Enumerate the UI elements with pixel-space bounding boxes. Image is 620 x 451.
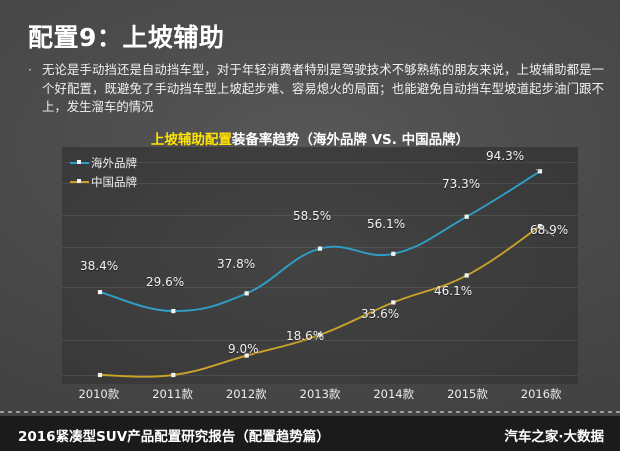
data-label-8: 18.6% [286, 329, 325, 343]
data-point-1-2[interactable] [244, 353, 249, 358]
data-point-0-5[interactable] [464, 214, 469, 219]
data-point-1-5[interactable] [464, 273, 469, 278]
chart-title-highlight: 上坡辅助配置 [150, 132, 232, 148]
bullet-row: · 无论是手动挡还是自动挡车型，对于年轻消费者特别是驾驶技术不够熟练的朋友来说，… [26, 61, 604, 117]
data-point-0-2[interactable] [244, 291, 249, 296]
footer-divider [0, 411, 620, 413]
data-label-2: 37.8% [217, 257, 256, 271]
data-point-0-1[interactable] [171, 308, 176, 314]
data-label-10: 46.1% [434, 284, 473, 298]
gridline-2 [62, 215, 578, 216]
footer-bar: 2016紧凑型SUV产品配置研究报告（配置趋势篇） 汽车之家·大数据 [0, 416, 620, 451]
data-point-1-0[interactable] [97, 372, 103, 378]
legend-label-overseas: 海外品牌 [91, 155, 137, 170]
x-tick-6: 2016款 [520, 387, 562, 401]
data-label-9: 33.6% [361, 307, 400, 321]
footer-report-title: 2016紧凑型SUV产品配置研究报告（配置趋势篇） [18, 429, 330, 445]
legend-label-china: 中国品牌 [91, 174, 137, 189]
x-tick-0: 2010款 [78, 387, 120, 401]
x-tick-2: 2012款 [225, 387, 267, 401]
chart-title: 上坡辅助配置装备率趋势（海外品牌 VS. 中国品牌） [0, 128, 620, 148]
data-label-6: 94.3% [486, 149, 525, 163]
x-tick-4: 2014款 [373, 387, 415, 401]
data-label-7: 9.0% [228, 342, 259, 356]
data-point-0-0[interactable] [97, 289, 103, 295]
data-label-5: 73.3% [442, 177, 481, 191]
footer-brand: 汽车之家·大数据 [504, 429, 604, 445]
x-tick-3: 2013款 [299, 387, 341, 401]
data-point-1-1[interactable] [171, 372, 176, 378]
gridline-1 [62, 183, 578, 184]
data-label-11: 68.9% [530, 223, 569, 237]
legend-swatch-china-icon [70, 177, 89, 186]
page-title: 配置9：上坡辅助 [28, 23, 225, 52]
chart-series-svg [97, 168, 555, 378]
data-point-1-3[interactable] [317, 332, 323, 337]
x-tick-5: 2015款 [447, 387, 488, 401]
data-point-1-4[interactable] [391, 300, 396, 305]
data-label-0: 38.4% [80, 259, 119, 273]
gridline-4 [62, 287, 578, 288]
data-point-0-3[interactable] [317, 246, 323, 251]
series-line-0 [99, 170, 541, 313]
leader-line-china-2016 [539, 225, 555, 237]
legend-item-overseas[interactable]: 海外品牌 [70, 153, 137, 172]
gridline-6 [62, 375, 578, 376]
legend-swatch-overseas-icon [70, 158, 89, 167]
data-point-0-4[interactable] [391, 251, 396, 256]
bullet-description: 无论是手动挡还是自动挡车型，对于年轻消费者特别是驾驶技术不够熟练的朋友来说，上坡… [42, 62, 604, 114]
data-label-1: 29.6% [146, 275, 185, 289]
data-label-3: 58.5% [293, 209, 332, 223]
chart-plot-area: 海外品牌 中国品牌 38.4% 29.6% 37.8% 58.5% 56.1% 73.3%… [62, 147, 578, 384]
chart-legend: 海外品牌 中国品牌 [70, 153, 137, 191]
legend-item-china[interactable]: 中国品牌 [70, 172, 137, 191]
x-tick-1: 2011款 [152, 387, 193, 401]
data-label-4: 56.1% [367, 217, 406, 231]
x-axis-labels: 2010款 2011款 2012款 2013款 2014款 2015款 2016款 [62, 386, 578, 404]
chart-title-rest: 装备率趋势（海外品牌 VS. 中国品牌） [231, 132, 470, 148]
header-section: 配置9：上坡辅助 · 无论是手动挡还是自动挡车型，对于年轻消费者特别是驾驶技术不… [0, 0, 620, 122]
gridline-0 [62, 162, 578, 163]
leader-line-overseas-2016 [535, 168, 541, 172]
gridline-5 [62, 340, 578, 341]
bullet-marker: · [28, 63, 32, 77]
